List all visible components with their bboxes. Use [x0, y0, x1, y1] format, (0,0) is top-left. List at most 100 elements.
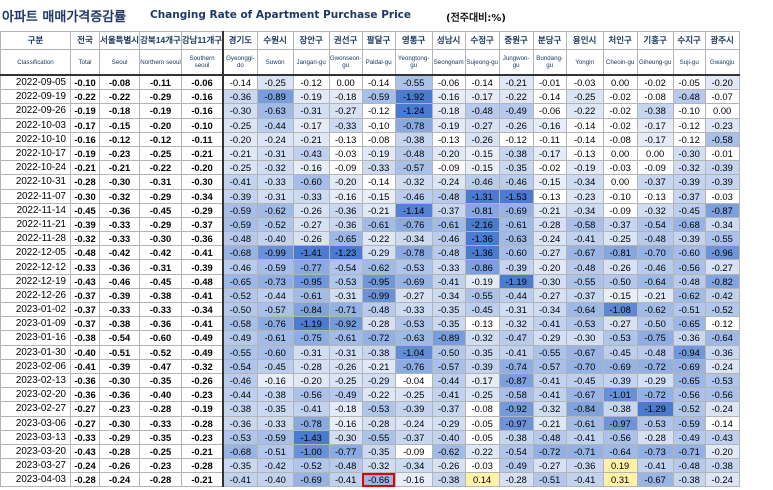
table-cell: -0.40: [256, 231, 294, 247]
table-cell: -0.37: [180, 216, 224, 233]
table-cell: -0.55: [361, 429, 396, 445]
table-cell: -0.44: [256, 287, 294, 304]
column-header-en: Classification: [0, 49, 71, 76]
table-cell: -1.14: [394, 202, 433, 218]
table-cell: -0.37: [70, 287, 100, 304]
table-cell: -0.27: [532, 458, 567, 474]
table-cell: -0.77: [328, 443, 363, 460]
table-cell: -0.37: [394, 429, 433, 445]
table-cell: -0.13: [328, 131, 363, 147]
table-cell: -0.27: [602, 316, 638, 332]
table-cell: -1.01: [602, 387, 638, 403]
table-cell: -0.21: [70, 160, 100, 176]
table-cell: -0.67: [565, 245, 604, 261]
table-cell: -0.19: [70, 145, 100, 162]
column-header-ko: 구분: [0, 31, 71, 50]
table-cell: -0.21: [498, 74, 534, 91]
table-cell: -0.45: [672, 202, 706, 218]
row-date: 2023-01-02: [0, 301, 71, 318]
table-cell: -0.48: [328, 458, 363, 474]
table-cell: -0.62: [256, 202, 294, 218]
table-cell: -0.62: [431, 443, 466, 460]
table-cell: -0.29: [361, 372, 396, 389]
table-cell: -0.24: [256, 131, 294, 147]
table-cell: -0.86: [464, 259, 500, 275]
table-cell: -0.39: [70, 216, 100, 233]
table-row: 2023-04-03 -0.28 -0.24 -0.28 -0.21 -0.41 -0.40…: [0, 472, 740, 488]
table-cell: -1.92: [394, 89, 433, 105]
table-cell: -0.28: [70, 472, 100, 488]
table-cell: -0.27: [328, 103, 363, 119]
table-cell: -0.70: [636, 245, 674, 261]
table-cell: -0.58: [222, 316, 258, 332]
table-cell: -0.10: [361, 117, 396, 133]
table-cell: -0.38: [70, 330, 100, 346]
table-cell: -0.47: [498, 330, 534, 346]
table-cell: -0.41: [431, 273, 466, 289]
table-cell: -0.29: [139, 89, 182, 105]
table-cell: -0.21: [532, 415, 567, 431]
table-cell: -0.57: [532, 358, 567, 374]
table-cell: -0.59: [222, 202, 258, 218]
table-cell: -0.43: [70, 273, 100, 289]
table-cell: -0.49: [180, 330, 224, 346]
table-cell: -0.21: [361, 358, 396, 374]
table-cell: -0.48: [431, 245, 466, 261]
table-cell: -0.05: [672, 74, 706, 91]
table-cell: -0.62: [636, 301, 674, 318]
table-cell: -0.22: [70, 89, 100, 105]
table-cell: -0.18: [431, 103, 466, 119]
table-cell: -0.39: [464, 358, 500, 374]
table-cell: -0.30: [70, 188, 100, 204]
table-cell: -0.50: [431, 344, 466, 360]
table-cell: -0.49: [498, 458, 534, 474]
table-cell: -0.58: [498, 387, 534, 403]
table-cell: -0.29: [180, 202, 224, 218]
table-cell: -0.29: [431, 415, 466, 431]
page-title-english: Changing Rate of Apartment Purchase Pric…: [150, 9, 412, 21]
row-date: 2022-12-05: [0, 245, 71, 261]
table-cell: -0.65: [222, 273, 258, 289]
table-cell: -1.19: [292, 316, 330, 332]
table-cell: 0.14: [464, 472, 500, 488]
table-cell: -0.15: [361, 188, 396, 204]
row-date: 2023-01-30: [0, 344, 71, 360]
table-cell: -0.22: [498, 89, 534, 105]
table-cell: -0.95: [292, 273, 330, 289]
table-cell: -0.31: [292, 103, 330, 119]
table-cell: -0.22: [361, 231, 396, 247]
table-cell: -0.04: [394, 372, 433, 389]
table-cell: -0.46: [431, 231, 466, 247]
table-cell: -0.03: [602, 160, 638, 176]
table-cell: -0.69: [292, 472, 330, 488]
table-cell: -0.15: [464, 160, 500, 176]
table-cell: -0.38: [139, 287, 182, 304]
table-cell: -0.24: [704, 358, 740, 374]
table-cell: -0.47: [139, 358, 182, 374]
table-cell: -0.12: [672, 117, 706, 133]
row-date: 2022-12-19: [0, 273, 71, 289]
table-cell: -0.24: [431, 174, 466, 190]
table-cell: -0.36: [70, 387, 100, 403]
table-cell: -0.06: [532, 103, 567, 119]
table-cell: -0.48: [180, 273, 224, 289]
table-cell: -0.27: [532, 245, 567, 261]
column-header-ko: 중원구: [498, 31, 534, 50]
table-cell: -0.32: [70, 231, 100, 247]
table-cell: -0.29: [636, 372, 674, 389]
table-cell: -0.54: [222, 358, 258, 374]
table-cell: -0.22: [464, 443, 500, 460]
table-cell: -0.57: [256, 301, 294, 318]
table-cell: -0.22: [565, 103, 604, 119]
table-cell: -0.03: [464, 458, 500, 474]
table-cell: -0.08: [602, 131, 638, 147]
table-cell: -0.38: [431, 472, 466, 488]
table-cell: -1.36: [464, 231, 500, 247]
table-cell: -0.33: [98, 216, 141, 233]
table-cell: -0.33: [394, 301, 433, 318]
table-cell: -0.21: [180, 443, 224, 460]
table-cell: -0.11: [139, 74, 182, 91]
table-cell: -0.52: [704, 301, 740, 318]
table-cell: -0.28: [636, 429, 674, 445]
table-cell: -0.02: [602, 117, 638, 133]
